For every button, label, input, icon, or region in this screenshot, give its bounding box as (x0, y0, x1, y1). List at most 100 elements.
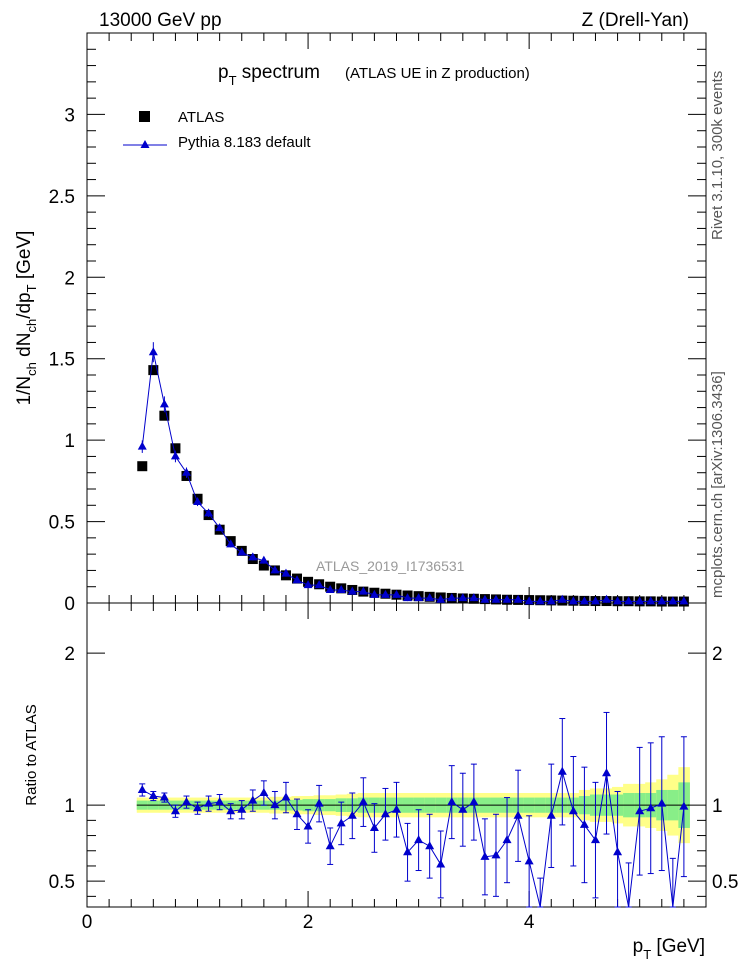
pythia-point (602, 594, 612, 603)
legend-pythia-label: Pythia 8.183 default (178, 134, 311, 151)
ratio-point (447, 797, 457, 806)
ratio-point (369, 822, 379, 831)
ratio-point (425, 841, 435, 850)
atlas-point (159, 410, 170, 421)
ratio-y-tick-label-right: 2 (712, 644, 723, 665)
collision-label: 13000 GeV pp (99, 10, 222, 31)
main-y-tick-label: 1.5 (49, 350, 75, 371)
ratio-point (635, 806, 645, 815)
ratio-point (491, 850, 501, 859)
ratio-point (347, 810, 357, 819)
ratio-point (226, 806, 236, 815)
pythia-point (137, 441, 147, 450)
pythia-point (181, 467, 191, 476)
pythia-point (590, 596, 600, 605)
mcplots-label: mcplots.cern.ch [arXiv:1306.3436] (709, 371, 726, 598)
main-y-tick-label: 1 (64, 431, 75, 452)
ratio-point (270, 800, 280, 809)
ratio-point (303, 821, 313, 830)
ratio-point (237, 804, 247, 813)
legend-atlas-label: ATLAS (178, 109, 224, 126)
main-y-tick-label: 2 (64, 268, 75, 289)
pythia-point (226, 539, 236, 548)
pythia-point (447, 593, 457, 602)
ratio-y-tick-label-right: 0.5 (712, 872, 738, 893)
x-tick-label: 0 (82, 912, 93, 933)
ratio-point (248, 795, 258, 804)
pythia-point (679, 596, 689, 605)
atlas-point (170, 443, 181, 454)
ratio-point (392, 804, 401, 813)
x-axis-label: pT [GeV] (633, 936, 705, 962)
pythia-point (668, 596, 678, 605)
ratio-point (159, 792, 169, 801)
main-y-tick-label: 0.5 (49, 513, 75, 534)
pythia-point (148, 347, 158, 356)
pythia-point (414, 593, 424, 602)
pythia-point (646, 596, 656, 605)
atlas-point (258, 560, 269, 571)
pythia-point (336, 584, 346, 593)
pythia-point (524, 596, 534, 605)
pythia-point (613, 596, 623, 605)
pythia-point (358, 586, 368, 595)
ratio-point (546, 810, 556, 819)
plot-title: pT spectrum (218, 62, 320, 88)
ratio-point (458, 804, 468, 813)
pythia-point (193, 497, 203, 506)
ratio-point (579, 819, 589, 828)
ratio-y-axis-label: Ratio to ATLAS (23, 704, 40, 805)
ratio-point (292, 809, 302, 818)
pythia-point (568, 596, 578, 605)
ratio-point (646, 803, 656, 812)
pythia-point (502, 594, 512, 603)
ratio-point (557, 766, 567, 775)
ratio-point (358, 797, 368, 806)
ratio-point (513, 810, 523, 819)
atlas-point (148, 365, 159, 376)
ratio-point (524, 856, 534, 865)
pythia-point (270, 565, 280, 574)
ratio-point (137, 784, 147, 793)
pythia-point (546, 596, 556, 605)
pythia-point (248, 552, 258, 561)
ratio-point (613, 847, 623, 856)
pythia-point (281, 568, 291, 577)
pythia-point (204, 508, 214, 517)
main-y-tick-label: 3 (64, 105, 75, 126)
pythia-point (347, 586, 357, 595)
ratio-point (590, 835, 600, 844)
pythia-point (369, 589, 379, 598)
plot-subtitle: (ATLAS UE in Z production) (345, 65, 530, 82)
ratio-point (436, 859, 446, 868)
pythia-point (159, 399, 169, 408)
ratio-point (469, 797, 479, 806)
pythia-point (469, 593, 479, 602)
ratio-data (137, 711, 689, 908)
ratio-point (336, 818, 346, 827)
ratio-y-tick-label: 0.5 (49, 872, 75, 893)
ratio-point (568, 806, 578, 815)
pythia-point (403, 593, 413, 602)
pythia-point (425, 593, 435, 602)
legend: ATLAS Pythia 8.183 default (123, 109, 311, 151)
ratio-point (403, 847, 413, 856)
ratio-panel-frame (86, 602, 707, 908)
pythia-point (170, 451, 180, 460)
pythia-point (513, 594, 523, 603)
ratio-y-tick-label-right: 1 (712, 796, 723, 817)
main-y-tick-label: 2.5 (49, 187, 75, 208)
ratio-point (259, 788, 269, 796)
pythia-point (579, 596, 589, 605)
pythia-point (557, 594, 567, 603)
main-y-axis-label: 1/Nch dNch/dpT [GeV] (14, 231, 39, 406)
ratio-point (679, 801, 689, 810)
pythia-point (491, 594, 501, 603)
ratio-point (193, 803, 203, 812)
legend-pythia-marker (140, 140, 150, 148)
pythia-point (392, 589, 401, 598)
main-y-tick-label: 0 (64, 594, 75, 615)
ratio-point (502, 835, 512, 844)
pythia-point (314, 580, 324, 589)
